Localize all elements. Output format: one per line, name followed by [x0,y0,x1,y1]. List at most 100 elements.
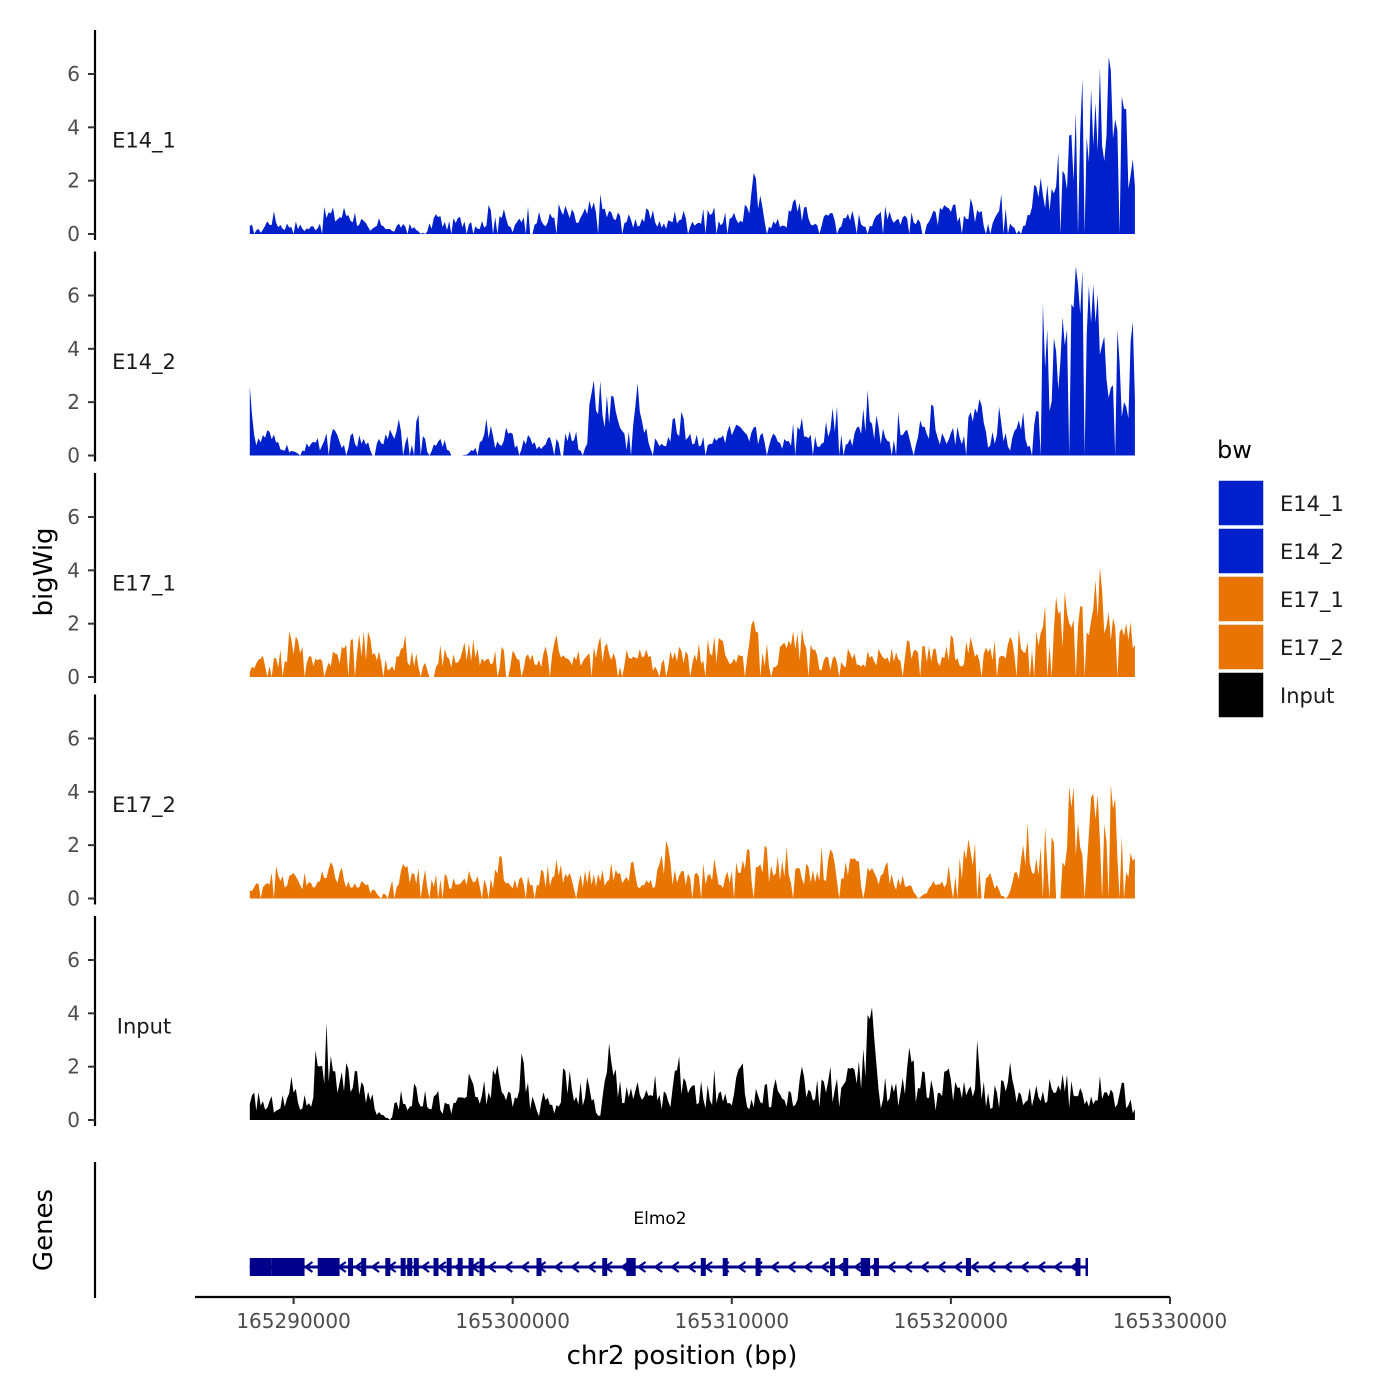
strand-arrow [553,1261,563,1273]
y-tick-label: 0 [67,665,80,689]
legend-title: bw [1217,436,1252,464]
legend-label: E17_2 [1280,636,1344,661]
genes-axis-title: Genes [29,1189,59,1271]
gene-exon [830,1258,836,1276]
track-panel-e14-2: 0 2 4 6 E14_2 [67,251,1135,468]
strand-arrow [486,1261,497,1273]
y-tick-label: 4 [67,1001,80,1025]
x-axis-ticks: 165290000 165300000 165310000 165320000 1653… [236,1297,1227,1333]
strand-arrow [1036,1261,1046,1273]
strand-arrow [636,1261,647,1273]
x-axis: 165290000 165300000 165310000 165320000 1653… [195,1295,1227,1333]
y-tick-label: 0 [67,222,80,246]
y-tick-label: 6 [67,62,80,86]
legend-label: Input [1280,684,1334,708]
strand-arrow [919,1261,930,1273]
panel-label: E17_2 [112,793,176,818]
signal-area-e17-2 [249,784,1135,899]
legend-swatch [1217,527,1265,575]
x-tick-label: 165300000 [455,1309,570,1333]
gene-exon-block [271,1258,305,1276]
strand-arrow [503,1261,513,1273]
track-panel-e17-2: 0 2 4 6 E17_2 [67,694,1135,911]
legend-swatch [1217,575,1265,623]
strand-arrow [969,1261,980,1273]
gene-exon [1075,1258,1081,1276]
track-panel-e14-1: 0 2 4 6 E14_1 [67,30,1135,246]
strand-arrow [653,1261,663,1273]
y-tick-label: 2 [67,833,80,857]
y-tick-label: 0 [67,1108,80,1132]
gene-exon [433,1258,439,1276]
strand-arrow [769,1261,780,1273]
strand-arrow [353,1261,364,1273]
x-tick-label: 165330000 [1113,1309,1228,1333]
panel-label: E17_1 [112,571,176,596]
strand-arrow [803,1261,813,1273]
x-axis-title: chr2 position (bp) [567,1341,798,1371]
panel-label: E14_1 [112,128,176,153]
strand-arrow [303,1261,314,1273]
strand-arrow [836,1261,846,1273]
y-tick-label: 4 [67,780,80,804]
x-tick-label: 165310000 [675,1309,790,1333]
strand-arrow [520,1261,530,1273]
legend-swatch [1217,671,1265,719]
gene-exon [361,1258,367,1276]
legend-label: E17_1 [1280,588,1344,613]
legend-item: E17_2 [1217,623,1344,671]
gene-model [249,1258,1088,1276]
strand-arrow [936,1261,946,1273]
gene-exon [630,1258,636,1276]
gene-exon [536,1258,542,1276]
strand-arrow [953,1261,963,1273]
y-tick-label: 6 [67,505,80,529]
strand-arrow [786,1261,797,1273]
x-tick-label: 165320000 [894,1309,1009,1333]
y-tick-label: 0 [67,444,80,468]
gene-exon-block [249,1258,272,1276]
signal-area-e14-2 [249,266,1135,456]
gene-exon [468,1258,474,1276]
strand-arrow [420,1261,430,1273]
gene-exon [626,1258,632,1276]
legend-items: E14_1 E14_2 E17_1 E17_2 Input [1217,479,1344,719]
y-tick-label: 2 [67,169,80,193]
strand-arrow [819,1261,830,1273]
strand-arrow [886,1261,896,1273]
gene-exon [400,1258,406,1276]
gene-exon [843,1258,849,1276]
y-tick-label: 6 [67,284,80,308]
gene-exon [755,1258,761,1276]
y-tick-label: 4 [67,337,80,361]
legend-swatch [1217,623,1265,671]
gene-track: Elmo2 [93,1162,1088,1298]
gene-exon [965,1258,971,1276]
gene-exon [602,1258,608,1276]
y-tick-label: 6 [67,727,80,751]
signal-area-e17-1 [249,567,1135,677]
x-tick-label: 165290000 [236,1309,351,1333]
strand-arrow [1002,1261,1013,1273]
track-panels: 0 2 4 6 E14_1 0 2 4 6 E14_2 0 2 4 6 E17_1 0 2 4 6 E17_2 0 2 4 6… [67,30,1135,1132]
legend-item: Input [1217,671,1334,719]
y-tick-label: 4 [67,558,80,582]
strand-arrow [436,1261,447,1273]
legend-swatch [1217,479,1265,527]
signal-area-e14-1 [249,56,1135,235]
y-tick-label: 2 [67,612,80,636]
gene-exon [865,1258,871,1276]
strand-arrow [1019,1261,1030,1273]
legend-label: E14_2 [1280,540,1344,565]
y-tick-label: 4 [67,115,80,139]
y-tick-label: 6 [67,948,80,972]
gene-exon [446,1258,452,1276]
strand-arrow [686,1261,697,1273]
legend-item: E14_2 [1217,527,1344,575]
strand-arrow [1052,1261,1063,1273]
track-panel-input: 0 2 4 6 Input [67,916,1135,1132]
legend: bw E14_1 E14_2 E17_1 E17_2 Input [1217,436,1344,719]
signal-area-input [249,1007,1135,1120]
gene-exon [385,1258,391,1276]
y-axis-title: bigWig [29,527,59,616]
